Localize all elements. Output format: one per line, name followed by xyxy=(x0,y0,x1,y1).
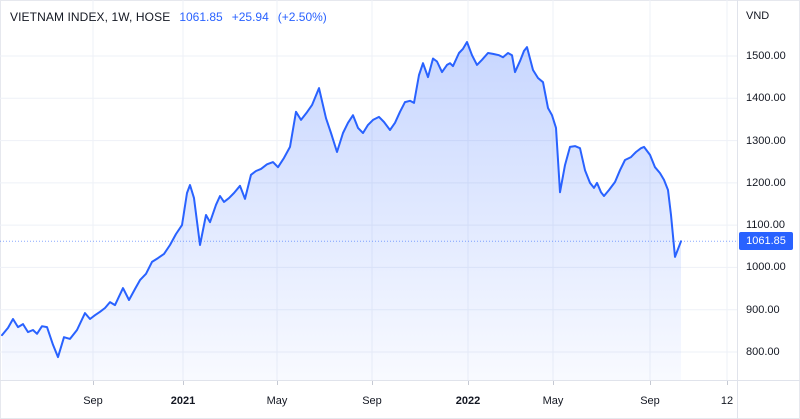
price-change-percent: (+2.50%) xyxy=(277,10,327,24)
time-tick-mark xyxy=(372,381,373,385)
price-tick-label: 900.00 xyxy=(746,303,780,316)
time-tick-mark xyxy=(553,381,554,385)
time-tick-label: Sep xyxy=(362,395,382,407)
price-axis[interactable]: VND 1061.85 1500.00 1400.00 1300.00 1200.00… xyxy=(738,0,800,380)
price-tick-label: 1500.00 xyxy=(746,50,786,62)
price-axis-separator xyxy=(737,0,738,419)
price-tick-label: 1000.00 xyxy=(746,261,786,274)
time-tick-mark xyxy=(277,381,278,385)
time-axis-separator xyxy=(0,380,800,381)
price-tick-label: 1100.00 xyxy=(746,219,785,232)
symbol-title[interactable]: VIETNAM INDEX, 1W, HOSE xyxy=(10,10,171,24)
price-tick-label: 1400.00 xyxy=(746,92,786,105)
price-axis-unit: VND xyxy=(746,10,770,22)
time-tick-mark xyxy=(468,381,469,385)
price-line xyxy=(1,41,682,359)
time-tick-mark xyxy=(650,381,651,385)
time-tick-label: May xyxy=(542,395,564,407)
price-change: +25.94 xyxy=(231,10,269,24)
time-tick-mark xyxy=(727,381,728,385)
time-tick-label: 12 xyxy=(720,395,734,407)
time-tick-mark xyxy=(93,381,94,385)
time-tick-label: 2021 xyxy=(170,395,196,407)
chart-svg xyxy=(0,0,737,380)
last-price-badge: 1061.85 xyxy=(739,232,793,251)
price-tick-label: 1200.00 xyxy=(746,176,786,189)
chart-pane[interactable] xyxy=(0,0,737,380)
time-tick-label: Sep xyxy=(83,395,103,407)
time-tick-label: May xyxy=(266,395,288,407)
time-tick-mark xyxy=(183,381,184,385)
area-fill xyxy=(2,42,681,380)
time-axis[interactable]: Sep 2021 May Sep 2022 May Sep 12 xyxy=(0,381,737,419)
time-tick-label: 2022 xyxy=(455,395,481,407)
time-tick-label: Sep xyxy=(640,395,660,407)
price-tick-label: 800.00 xyxy=(746,346,780,358)
last-price-value: 1061.85 xyxy=(179,10,223,24)
chart-legend: VIETNAM INDEX, 1W, HOSE 1061.85 +25.94 (… xyxy=(10,10,327,24)
price-tick-label: 1300.00 xyxy=(746,134,786,147)
